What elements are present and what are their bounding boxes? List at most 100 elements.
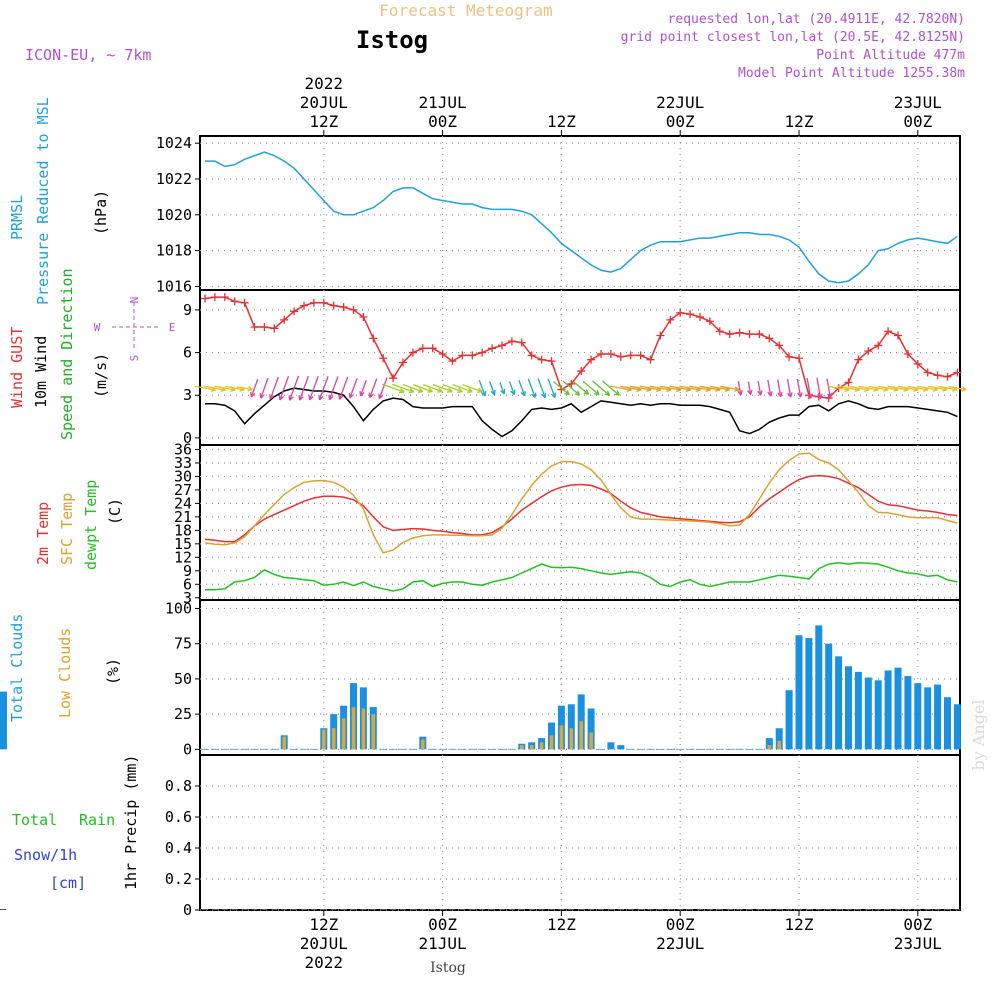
time-axis-label: 00Z: [903, 112, 932, 131]
gust-point: [478, 348, 487, 357]
gust-point: [399, 358, 407, 367]
gust-point: [438, 349, 447, 358]
wind-direction-arrow: [499, 382, 505, 395]
precip-bar: [687, 909, 694, 910]
wind-direction-arrow: [796, 378, 802, 398]
wind-direction-arrow: [462, 383, 483, 393]
precip-bar: [301, 909, 307, 910]
precip-bar: [736, 909, 743, 910]
gust-point: [646, 355, 655, 364]
total-cloud-bar: [845, 666, 852, 750]
wind-direction-arrow: [897, 385, 919, 391]
wind-arrow-head: [481, 390, 487, 397]
wind-direction-arrow: [359, 380, 367, 397]
wind-direction-arrow: [308, 376, 319, 401]
y-tick-label: 0: [183, 429, 192, 447]
wind-arrow-head: [378, 393, 384, 400]
total-cloud-bar: [795, 635, 803, 750]
total-cloud-bar: [894, 667, 902, 750]
wind-arrow-head: [747, 389, 753, 395]
time-axis-label: 22JUL: [656, 93, 704, 112]
gust-point: [884, 327, 893, 336]
series-line-prmsl: [205, 151, 958, 284]
low-cloud-bar: [421, 739, 425, 750]
y-tick-label: 50: [174, 670, 192, 688]
wind-direction-arrow: [639, 385, 662, 391]
time-axis-label: 12Z: [785, 915, 814, 934]
y-tick-label: 0.6: [165, 808, 192, 826]
wind-arrow-head: [777, 391, 783, 398]
wind-direction-arrow: [392, 383, 414, 393]
total-cloud-bar: [775, 728, 783, 750]
wind-arrow-head: [550, 392, 557, 398]
gust-point: [369, 334, 378, 343]
precip-bar: [251, 909, 258, 910]
precip-bar: [310, 909, 317, 910]
time-axis-label: 2022: [305, 953, 344, 972]
y-tick-label: 25: [174, 705, 192, 723]
precip-bar: [746, 909, 753, 910]
time-axis-label: 12Z: [547, 112, 576, 131]
precip-bar: [914, 909, 921, 910]
time-axis-label: 22JUL: [656, 934, 704, 953]
y-tick-label: 0.4: [165, 839, 192, 857]
total-cloud-bar: [765, 738, 773, 750]
time-axis-label: 00Z: [903, 915, 932, 934]
y-tick-label: 36: [174, 440, 192, 458]
snow-unit-label: [cm]: [50, 874, 86, 892]
panel-plots: [0, 151, 967, 910]
precip-bar: [835, 909, 842, 910]
wind-direction-arrow: [214, 385, 236, 391]
gust-point: [468, 351, 477, 360]
precip-bar: [419, 909, 426, 910]
precip-bar: [924, 909, 931, 910]
wind-direction-arrow: [610, 385, 632, 391]
compass-rose-icon: W E N S: [94, 297, 176, 362]
y-tick-labels: 1016101810201022102403693691215182124273…: [156, 134, 192, 919]
gust-point: [913, 359, 922, 368]
time-axis-label: 00Z: [666, 915, 695, 934]
total-cloud-bar: [805, 638, 813, 750]
precip-bar: [716, 909, 723, 910]
low-cloud-bar: [341, 718, 346, 750]
wind-direction-arrow: [847, 385, 870, 391]
wind-direction-arrow: [289, 375, 300, 401]
wind-direction-arrow: [250, 379, 259, 398]
y-tick-label: 9: [183, 301, 192, 319]
wind-direction-arrow: [592, 380, 610, 396]
gust-point: [300, 301, 308, 310]
sfc-temp-label: SFC Temp: [58, 493, 76, 565]
gust-point: [844, 378, 853, 387]
dewpt-label: dewpt Temp: [82, 480, 100, 570]
panel-frame-1: [199, 289, 961, 446]
total-cloud-bar: [904, 676, 912, 750]
time-axis-label: 00Z: [428, 915, 457, 934]
precip-bar: [499, 909, 505, 910]
wind-direction-arrow: [328, 376, 339, 400]
precip-bar: [627, 909, 634, 910]
y-tick-label: 30: [174, 467, 192, 485]
wind-arrow-head: [490, 389, 496, 396]
wind-direction-arrow: [452, 383, 473, 393]
watermark: by Angel: [969, 699, 988, 770]
time-axis-label: 23JUL: [894, 93, 942, 112]
y-tick-label: 1024: [156, 134, 192, 152]
precip-bar: [271, 909, 278, 910]
wind-direction-arrow: [669, 385, 691, 391]
wind-arrow-head: [510, 389, 516, 396]
total-label: Total: [12, 811, 57, 829]
gust-point: [240, 298, 249, 307]
panel-frame-4: [199, 754, 961, 911]
precip-bar: [706, 909, 713, 910]
gust-point: [666, 315, 675, 324]
precip-bar: [805, 909, 812, 910]
gust-point: [597, 349, 605, 358]
total-cloud-bar: [587, 708, 595, 750]
precip-bar: [548, 909, 555, 910]
y-tick-label: 1016: [156, 277, 192, 295]
gust-point: [933, 371, 942, 380]
time-axis-label: 00Z: [428, 112, 457, 131]
total-cloud-bar: [835, 656, 843, 750]
gust-point: [775, 341, 784, 350]
